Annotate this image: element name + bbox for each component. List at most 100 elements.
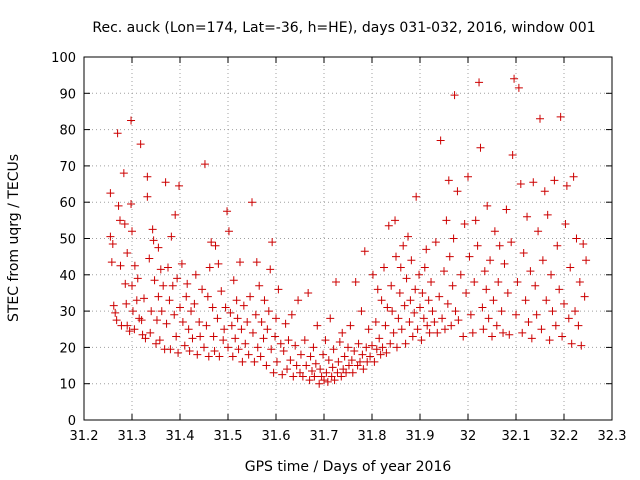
data-point bbox=[454, 316, 463, 325]
data-point bbox=[123, 249, 132, 258]
data-point bbox=[567, 339, 576, 348]
y-tick-label: 90 bbox=[59, 87, 76, 102]
x-tick-label: 31.8 bbox=[358, 429, 387, 444]
axis-ticks: 31.2 31.3 31.4 31.5 31.6 31.7 31.8 31.9 32 32.1 32… bbox=[51, 51, 626, 444]
data-point bbox=[326, 314, 335, 323]
data-point bbox=[238, 357, 247, 366]
data-point bbox=[329, 345, 338, 354]
data-point bbox=[537, 325, 546, 334]
data-point bbox=[184, 325, 193, 334]
data-point bbox=[311, 359, 320, 368]
data-point bbox=[489, 296, 498, 305]
data-point bbox=[176, 303, 184, 312]
data-point bbox=[377, 296, 386, 305]
data-point bbox=[148, 225, 157, 234]
data-point bbox=[394, 314, 403, 323]
data-point bbox=[116, 261, 125, 270]
data-point bbox=[425, 328, 434, 337]
data-point bbox=[180, 341, 189, 350]
data-point bbox=[113, 129, 122, 138]
data-point bbox=[296, 350, 305, 359]
x-tick-label: 31.4 bbox=[166, 429, 195, 444]
data-point bbox=[324, 356, 333, 365]
data-point bbox=[269, 368, 278, 377]
data-point bbox=[156, 265, 165, 274]
data-point bbox=[540, 187, 549, 196]
data-point bbox=[140, 294, 148, 303]
data-point bbox=[170, 310, 179, 319]
data-point bbox=[221, 303, 230, 312]
data-point bbox=[378, 343, 387, 352]
data-point bbox=[111, 308, 120, 317]
data-point bbox=[165, 296, 174, 305]
data-point bbox=[305, 376, 314, 385]
data-point bbox=[233, 314, 242, 323]
data-point bbox=[198, 285, 207, 294]
data-point bbox=[272, 314, 280, 323]
data-point bbox=[482, 285, 491, 294]
data-point bbox=[316, 365, 325, 374]
data-point bbox=[388, 307, 397, 316]
data-point bbox=[168, 281, 177, 290]
data-point bbox=[143, 172, 152, 181]
data-point bbox=[438, 314, 447, 323]
data-point bbox=[256, 352, 265, 361]
data-point bbox=[125, 327, 134, 336]
data-point bbox=[360, 247, 369, 256]
data-point bbox=[566, 263, 575, 272]
data-point bbox=[413, 325, 422, 334]
data-point bbox=[488, 332, 496, 341]
data-point bbox=[217, 287, 226, 296]
data-point bbox=[244, 350, 253, 359]
data-point bbox=[223, 207, 232, 216]
data-point bbox=[289, 372, 298, 381]
data-point bbox=[416, 303, 424, 312]
data-point bbox=[401, 339, 410, 348]
y-tick-label: 70 bbox=[59, 160, 76, 175]
data-point bbox=[334, 357, 343, 366]
data-point bbox=[302, 361, 311, 370]
data-point bbox=[422, 245, 431, 254]
data-point bbox=[278, 370, 287, 379]
data-point bbox=[178, 317, 187, 326]
data-point bbox=[443, 299, 452, 308]
y-tick-label: 80 bbox=[59, 124, 76, 139]
data-point bbox=[171, 210, 180, 219]
data-point bbox=[284, 336, 293, 345]
chart-title: Rec. auck (Lon=174, Lat=-36, h=HE), days… bbox=[92, 20, 595, 36]
data-point bbox=[232, 296, 241, 305]
data-point bbox=[572, 234, 581, 243]
data-point bbox=[387, 281, 396, 290]
data-point bbox=[185, 347, 194, 356]
data-point bbox=[162, 319, 171, 328]
data-point bbox=[519, 249, 528, 258]
data-point bbox=[442, 216, 451, 225]
data-point bbox=[470, 278, 479, 287]
data-point bbox=[173, 274, 182, 283]
data-point bbox=[276, 339, 285, 348]
data-point bbox=[315, 379, 324, 388]
data-point bbox=[248, 328, 257, 337]
data-point bbox=[503, 288, 512, 297]
data-point bbox=[342, 368, 351, 377]
data-point bbox=[529, 178, 538, 187]
data-point bbox=[143, 192, 152, 201]
data-point bbox=[346, 321, 355, 330]
data-point bbox=[279, 347, 288, 356]
data-point bbox=[292, 361, 301, 370]
data-point bbox=[252, 258, 261, 267]
data-point bbox=[468, 328, 477, 337]
data-point bbox=[562, 181, 571, 190]
data-point bbox=[348, 368, 357, 377]
data-point bbox=[268, 238, 277, 247]
data-point bbox=[127, 116, 136, 125]
data-point bbox=[550, 176, 559, 185]
data-point bbox=[417, 336, 426, 345]
data-point bbox=[205, 263, 214, 272]
data-point bbox=[283, 365, 292, 374]
data-point bbox=[484, 314, 493, 323]
data-point bbox=[399, 241, 408, 250]
data-point bbox=[575, 278, 584, 287]
data-point bbox=[408, 332, 417, 341]
